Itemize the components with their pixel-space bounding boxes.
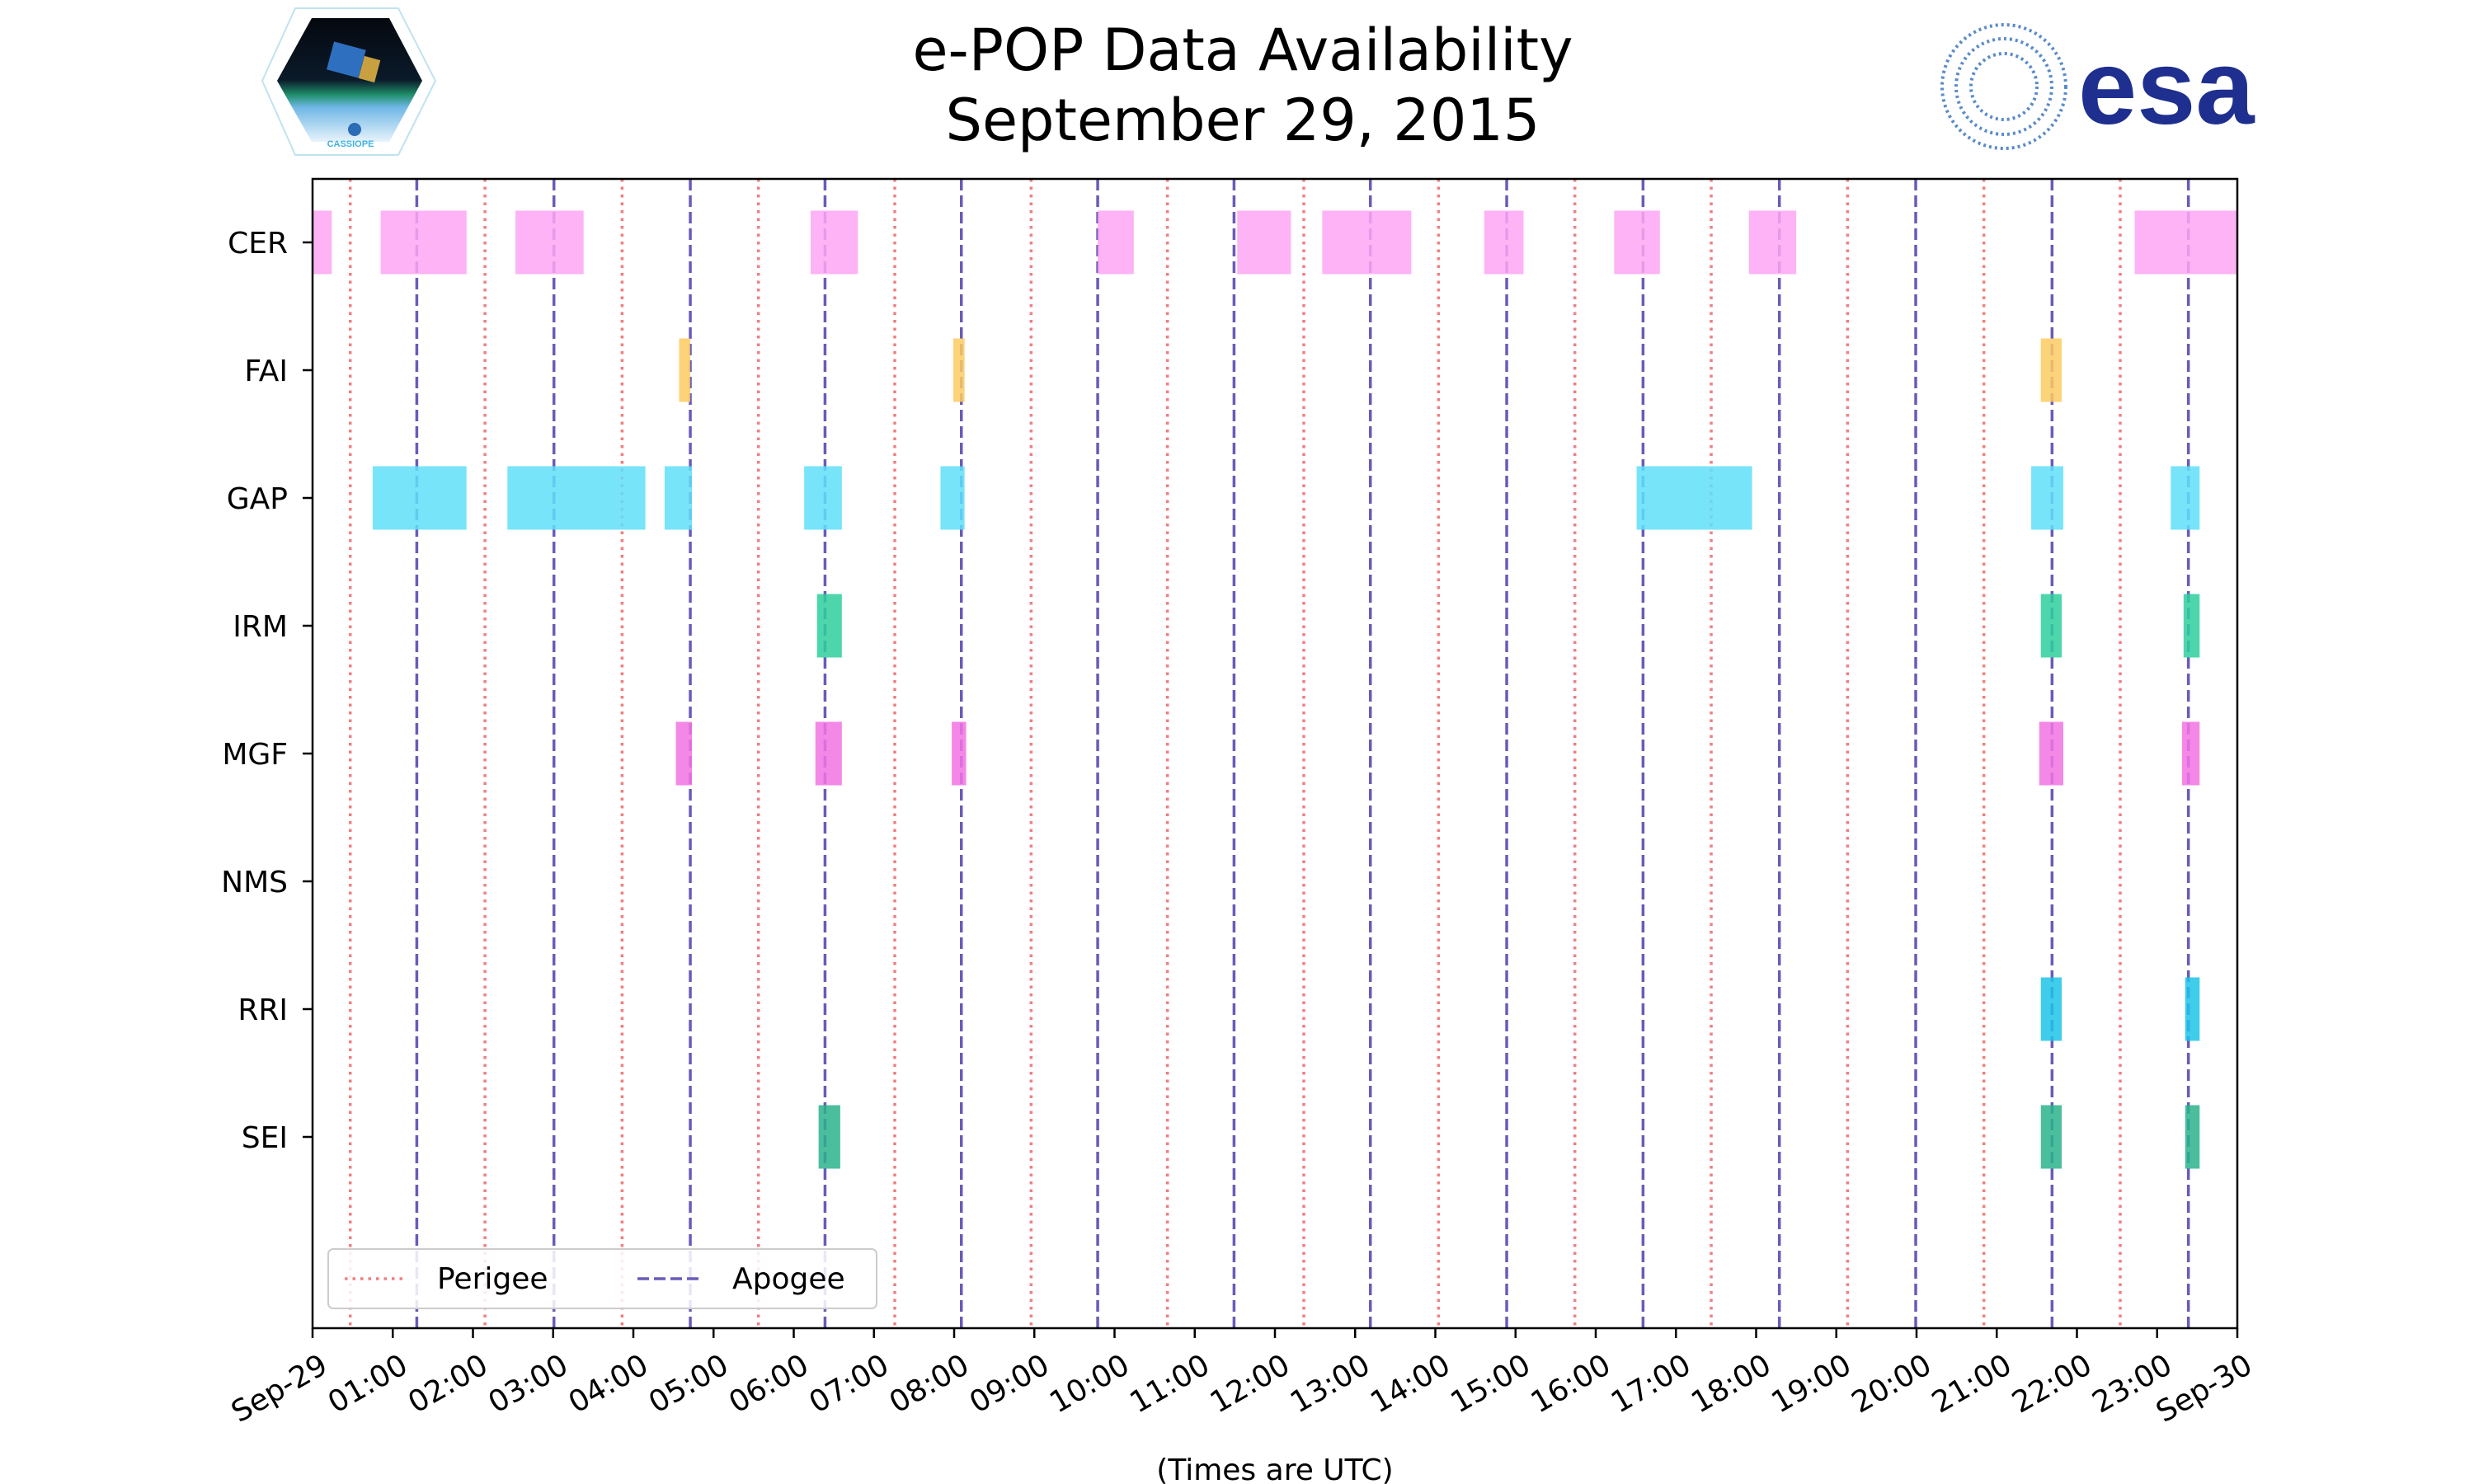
availability-bar-gap	[804, 466, 842, 530]
availability-bar-mgf	[952, 721, 967, 786]
availability-bar-mgf	[2181, 721, 2200, 786]
availability-bar-cer	[515, 210, 584, 275]
availability-bar-mgf	[815, 721, 842, 786]
availability-bar-fai	[679, 338, 691, 402]
x-tick-label: 04:00	[563, 1348, 654, 1420]
availability-bar-cer	[1322, 210, 1412, 275]
availability-bar-cer	[1748, 210, 1797, 275]
y-tick-label: FAI	[244, 355, 288, 388]
y-tick-label: MGF	[222, 738, 288, 772]
availability-bar-cer	[380, 210, 467, 275]
x-tick-label: Sep-29	[226, 1348, 333, 1430]
availability-bar-sei	[2185, 1105, 2200, 1169]
x-tick-label: 05:00	[643, 1348, 734, 1420]
availability-bar-sei	[2040, 1105, 2062, 1169]
x-tick-label: 07:00	[803, 1348, 894, 1420]
availability-bar-fai	[2040, 338, 2062, 402]
x-tick-label: 20:00	[1846, 1348, 1937, 1420]
availability-bar-cer	[810, 210, 858, 275]
y-tick-label: NMS	[221, 866, 288, 899]
y-tick-label: SEI	[242, 1121, 288, 1155]
x-tick-label: 10:00	[1044, 1348, 1135, 1420]
x-tick-label: 21:00	[1926, 1348, 2017, 1420]
availability-bar-cer	[2134, 210, 2237, 275]
availability-bar-gap	[664, 466, 692, 530]
availability-bar-sei	[818, 1105, 840, 1169]
y-tick-label: IRM	[233, 610, 288, 644]
x-tick-label: 12:00	[1205, 1348, 1296, 1420]
availability-bar-gap	[1636, 466, 1752, 530]
availability-bar-mgf	[2039, 721, 2063, 786]
availability-bar-cer	[313, 210, 332, 275]
x-tick-label: 19:00	[1766, 1348, 1856, 1420]
availability-bar-cer	[1237, 210, 1291, 275]
x-tick-label: 18:00	[1686, 1348, 1776, 1420]
y-tick-label: RRI	[238, 993, 288, 1027]
cassiope-logo: CASSIOPE	[261, 7, 437, 156]
x-tick-label: 16:00	[1526, 1348, 1616, 1420]
x-tick-label: 06:00	[723, 1348, 814, 1420]
availability-bar-gap	[940, 466, 965, 530]
x-tick-label: 13:00	[1285, 1348, 1376, 1420]
legend: Perigee Apogee	[327, 1248, 877, 1309]
availability-bar-cer	[1484, 210, 1524, 275]
svg-text:CASSIOPE: CASSIOPE	[327, 139, 374, 149]
x-tick-label: 22:00	[2006, 1348, 2097, 1420]
esa-logo: esa	[1940, 23, 2255, 150]
chart-subtitle: September 29, 2015	[946, 87, 1540, 154]
availability-bar-mgf	[675, 721, 692, 786]
x-axis-label: (Times are UTC)	[1156, 1453, 1393, 1484]
x-tick-label: 17:00	[1606, 1348, 1696, 1420]
availability-bar-rri	[2040, 977, 2062, 1041]
x-tick-label: 11:00	[1124, 1348, 1215, 1420]
x-tick-label: 15:00	[1445, 1348, 1536, 1420]
legend-perigee-label: Perigee	[437, 1262, 548, 1296]
legend-apogee-label: Apogee	[732, 1262, 845, 1296]
availability-bar-gap	[2031, 466, 2063, 530]
svg-text:esa: esa	[2078, 29, 2255, 147]
availability-bar-fai	[953, 338, 965, 402]
x-tick-label: 08:00	[884, 1348, 975, 1420]
availability-bar-gap	[507, 466, 646, 530]
x-tick-label: 09:00	[964, 1348, 1055, 1420]
availability-bar-cer	[1614, 210, 1660, 275]
availability-bar-irm	[2183, 594, 2200, 658]
availability-bar-gap	[372, 466, 467, 530]
x-tick-label: 03:00	[482, 1348, 573, 1420]
x-tick-label: 14:00	[1365, 1348, 1456, 1420]
x-tick-label: 02:00	[402, 1348, 493, 1420]
chart-title: e-POP Data Availability	[912, 16, 1573, 84]
y-tick-label: GAP	[227, 482, 288, 516]
plot-frame	[311, 177, 2239, 1330]
availability-bar-gap	[2171, 466, 2200, 530]
availability-bar-irm	[816, 594, 842, 658]
availability-bar-rri	[2185, 977, 2200, 1041]
availability-bar-irm	[2040, 594, 2062, 658]
x-tick-label: 01:00	[322, 1348, 413, 1420]
availability-bar-cer	[1098, 210, 1134, 275]
y-tick-label: CER	[228, 227, 288, 261]
